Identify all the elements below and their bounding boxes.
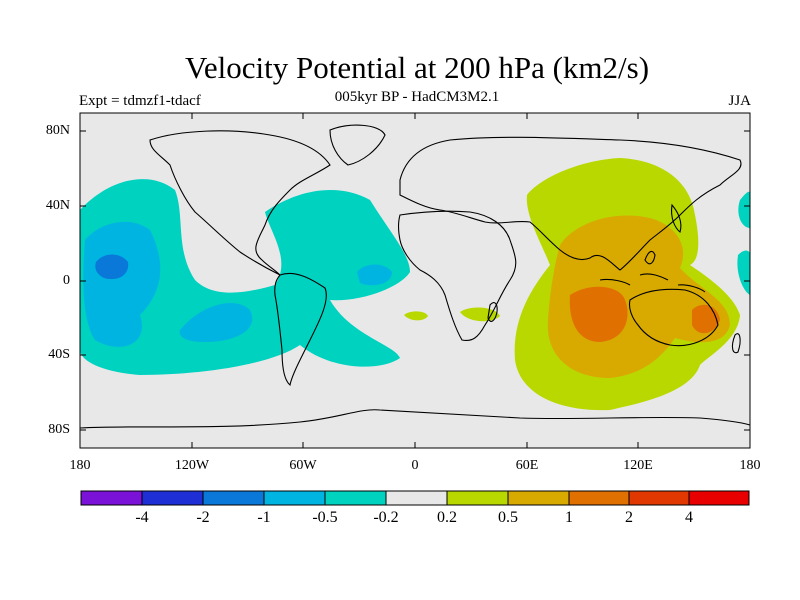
lat-label-80s: 80S [48,422,70,437]
colorbar-box-10 [628,490,690,506]
colorbar-box-6 [385,490,448,506]
colorbar-label-3: -1 [257,509,271,526]
lat-label-40n: 40N [45,198,70,213]
colorbar-label-10: 4 [685,509,693,526]
colorbar-label-7: 0.5 [498,509,518,526]
contour-pos-strong-1 [569,286,628,342]
colorbar-label-9: 2 [625,509,633,526]
colorbar-box-2 [141,490,204,506]
colorbar-label-8: 1 [565,509,573,526]
colorbar [80,490,750,506]
colorbar-box-3 [202,490,265,506]
coastlines [79,124,751,429]
colorbar-label-2: -2 [196,509,210,526]
contour-neg-mid-3 [357,264,392,286]
lon-label-120e: 120E [623,458,653,473]
contour-neg-mid-2 [179,302,253,342]
lon-label-60w: 60W [289,458,317,473]
map-title: Velocity Potential at 200 hPa (km2/s) [184,50,650,85]
coast-madagascar [487,302,498,322]
contour-neg-strong [95,254,129,280]
lat-ticks [80,130,750,431]
contour-pos-weak-spot1 [404,311,428,321]
lat-label-0: 0 [63,273,70,288]
lon-label-120w: 120W [174,458,210,473]
coast-australia [628,288,719,347]
colorbar-box-9 [568,490,630,506]
colorbar-box-4 [263,490,326,506]
colorbar-label-4: -0.5 [312,509,338,526]
coast-antarctica [79,409,751,429]
coast-new-zealand [731,333,741,354]
coast-north-america [149,130,331,276]
colorbar-box-8 [507,490,570,506]
lon-label-180w: 180 [69,458,91,473]
map-subtitle: 005kyr BP - HadCM3M2.1 [334,89,500,105]
coast-maritime [599,250,706,293]
coast-greenland [329,124,386,166]
lon-label-180e: 180 [739,458,761,473]
contour-neg-weak-east2 [737,250,750,295]
contour-neg-weak-pacific [80,179,410,375]
coast-south-america [274,272,327,387]
experiment-label: Expt = tdmzf1-tdacf [79,93,201,109]
colorbar-label-6: 0.2 [437,509,457,526]
coast-africa [397,210,517,342]
lat-label-40s: 40S [48,347,70,362]
lon-label-60e: 60E [515,458,539,473]
lon-ticks [79,113,751,448]
colorbar-box-5 [324,490,387,506]
negative-anomaly-regions [80,179,750,375]
colorbar-box-7 [446,490,509,506]
contour-neg-mid-1 [83,221,161,347]
lon-label-0: 0 [411,458,419,473]
coast-eurasia [399,136,742,271]
colorbar-box-11 [688,490,750,506]
contour-neg-weak-east [738,191,750,228]
colorbar-label-1: -4 [135,509,149,526]
lat-label-80n: 80N [45,123,70,138]
colorbar-label-5: -0.2 [373,509,399,526]
coast-japan [671,203,682,233]
season-label: JJA [728,93,751,109]
colorbar-box-1 [80,490,143,506]
